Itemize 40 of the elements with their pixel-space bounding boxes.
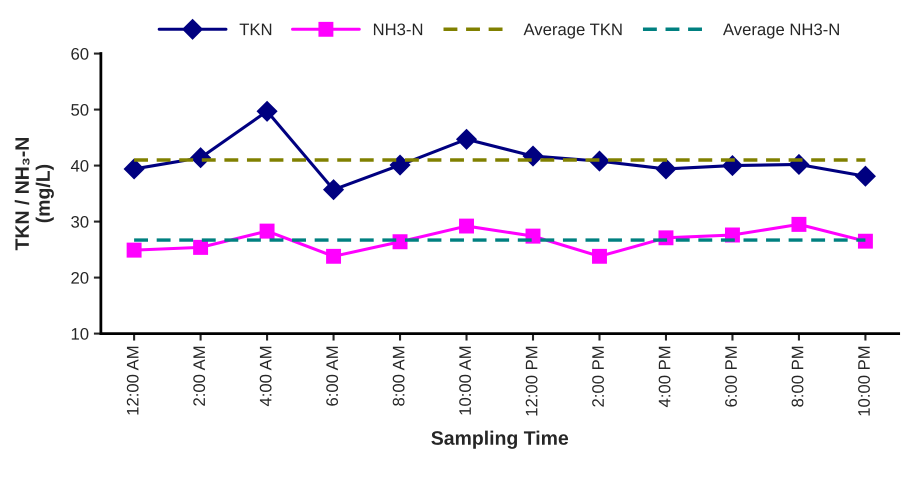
point (326, 248, 342, 264)
x-tick-label: 4:00 PM (658, 346, 670, 408)
point (791, 216, 806, 232)
point (193, 240, 208, 255)
legend-label: Average NH3-N (722, 23, 839, 39)
x-tick-label: 10:00 AM (459, 346, 471, 415)
x-tick-label: 2:00 AM (193, 346, 206, 406)
point (855, 166, 876, 187)
y-tick-label: 10 (72, 328, 88, 340)
x-tick-label: 10:00 PM (858, 346, 870, 416)
x-tick-label: 6:00 PM (725, 346, 737, 407)
legend-label: Average TKN (524, 24, 622, 39)
y-tick-label: 50 (71, 104, 88, 116)
point (592, 248, 607, 264)
point (390, 154, 410, 176)
point (456, 128, 477, 150)
x-tick-label: 8:00 AM (392, 346, 405, 406)
y-axis-title: TKN / NH₃-N (mg/L) (14, 138, 54, 250)
point (126, 242, 142, 258)
x-tick-label: 4:00 AM (260, 346, 272, 406)
point (656, 158, 676, 180)
legend-label: NH3-N (374, 23, 422, 36)
point (526, 228, 540, 244)
y-tick-label: 30 (71, 216, 88, 228)
x-tick-label: 12:00 AM (126, 346, 139, 415)
y-tick-label: 40 (70, 160, 88, 172)
y-tick-label: 60 (71, 48, 88, 60)
x-axis-title: Sampling Time (431, 430, 568, 449)
point (522, 146, 544, 166)
point (260, 224, 275, 239)
point (256, 100, 278, 122)
point (124, 158, 144, 180)
x-tick-label: 8:00 PM (792, 346, 804, 407)
point (323, 179, 344, 200)
legend-label: TKN (240, 24, 272, 36)
point (459, 218, 474, 234)
x-tick-label: 2:00 PM (592, 346, 604, 407)
x-tick-label: 12:00 PM (526, 346, 538, 416)
y-tick-label: 20 (71, 272, 88, 284)
x-tick-label: 6:00 AM (326, 346, 338, 406)
